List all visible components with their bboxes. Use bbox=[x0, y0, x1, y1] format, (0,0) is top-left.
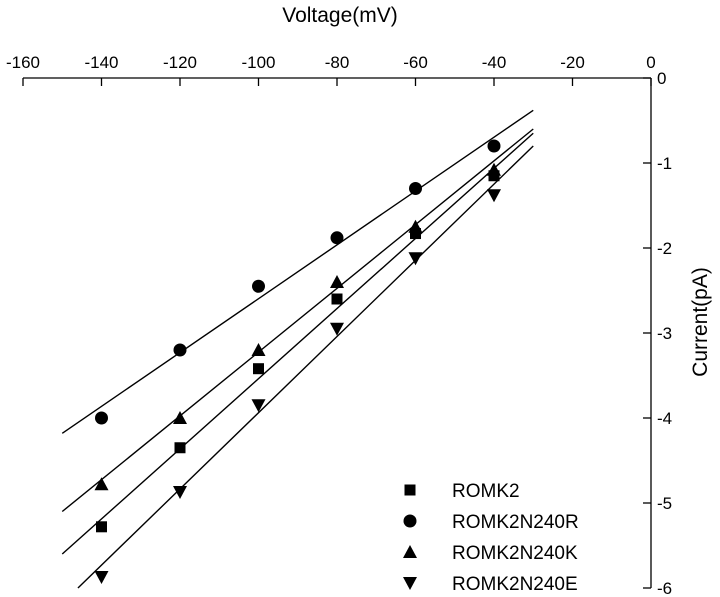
legend-label-romk2n240k: ROMK2N240K bbox=[452, 543, 578, 564]
x-tick-label: -60 bbox=[403, 53, 428, 72]
x-tick-label: -40 bbox=[482, 53, 507, 72]
data-point-romk2n240k bbox=[251, 343, 266, 356]
data-markers bbox=[94, 139, 501, 584]
fit-line-romk2n240r bbox=[61, 109, 534, 434]
fit-line-romk2n240e bbox=[77, 145, 534, 589]
x-axis-title: Voltage(mV) bbox=[282, 4, 398, 27]
data-point-romk2 bbox=[331, 293, 343, 305]
x-tick-label: 0 bbox=[646, 53, 655, 72]
x-tick-label: -80 bbox=[325, 53, 350, 72]
data-point-romk2 bbox=[174, 442, 186, 454]
y-tick-label: -2 bbox=[657, 239, 672, 258]
legend: ROMK2 ROMK2N240R ROMK2N240K ROMK2N240E bbox=[403, 481, 579, 595]
legend-marker-romk2n240k bbox=[403, 545, 417, 558]
data-point-romk2n240k bbox=[173, 411, 187, 424]
y-tick-label: 0 bbox=[657, 69, 666, 88]
data-point-romk2n240e bbox=[94, 570, 109, 584]
y-tick-label: -5 bbox=[657, 494, 672, 513]
data-point-romk2n240e bbox=[487, 189, 501, 203]
axes: -160 -140 -120 -100 -80 -60 -40 -20 00 -1 -2 -3 -4 -5… bbox=[6, 53, 672, 597]
x-tick-label: -140 bbox=[84, 53, 118, 72]
data-point-romk2n240r bbox=[173, 343, 187, 357]
data-point-romk2n240e bbox=[173, 485, 187, 499]
legend-label-romk2: ROMK2 bbox=[452, 481, 520, 502]
x-tick-label: -20 bbox=[560, 53, 585, 72]
data-point-romk2n240e bbox=[408, 252, 423, 266]
y-tick-label: -3 bbox=[657, 324, 672, 343]
y-tick-label: -6 bbox=[657, 579, 672, 597]
data-point-romk2n240r bbox=[330, 231, 344, 245]
data-point-romk2n240e bbox=[330, 322, 344, 336]
x-tick-label: -120 bbox=[163, 53, 197, 72]
y-tick-label: -1 bbox=[657, 154, 672, 173]
data-point-romk2n240k bbox=[487, 162, 501, 176]
y-tick-label: -4 bbox=[657, 409, 672, 428]
data-point-romk2 bbox=[410, 228, 421, 240]
legend-marker-romk2 bbox=[404, 484, 416, 496]
legend-marker-romk2n240e bbox=[403, 577, 417, 590]
data-point-romk2n240k bbox=[94, 477, 109, 491]
data-point-romk2n240k bbox=[408, 219, 423, 233]
legend-label-romk2n240e: ROMK2N240E bbox=[452, 574, 578, 595]
fit-line-romk2n240k bbox=[61, 128, 534, 513]
data-point-romk2 bbox=[253, 363, 264, 375]
data-point-romk2 bbox=[96, 521, 107, 533]
fit-lines bbox=[61, 109, 534, 589]
x-tick-label: -160 bbox=[6, 53, 40, 72]
legend-marker-romk2n240r bbox=[403, 514, 417, 528]
x-tick-label: -100 bbox=[241, 53, 275, 72]
data-point-romk2n240r bbox=[409, 182, 422, 195]
data-point-romk2n240r bbox=[252, 279, 265, 293]
fit-line-romk2 bbox=[61, 132, 534, 555]
data-point-romk2n240r bbox=[95, 411, 108, 425]
legend-label-romk2n240r: ROMK2N240R bbox=[452, 512, 579, 533]
data-point-romk2n240e bbox=[251, 399, 266, 413]
y-axis-title: Current(pA) bbox=[689, 267, 712, 377]
data-point-romk2n240k bbox=[330, 275, 344, 288]
data-point-romk2n240r bbox=[487, 139, 501, 153]
